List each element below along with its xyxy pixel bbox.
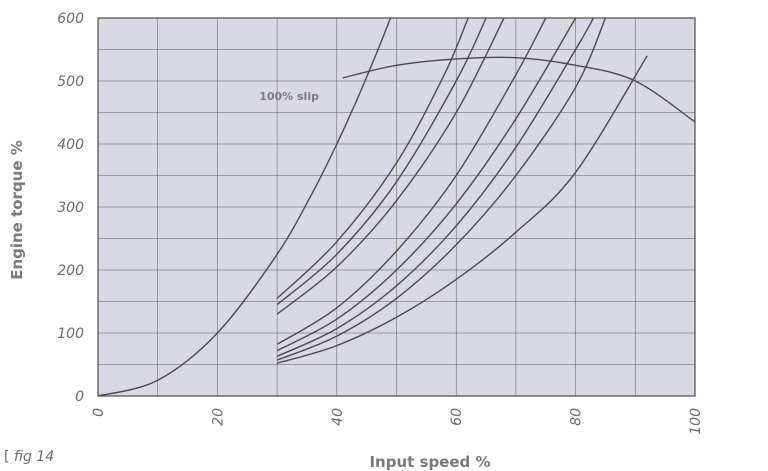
curve-10 — [276, 55, 648, 364]
y-tick-label: 600 — [57, 11, 84, 27]
curve-9 — [276, 17, 607, 361]
x-tick-label: 100 — [688, 408, 704, 435]
y-tick-label: 300 — [57, 200, 84, 216]
y-tick-label: 100 — [57, 326, 84, 342]
y-axis-title: Engine torque % — [8, 140, 26, 280]
annotation-label: 100% slip — [259, 90, 319, 103]
x-tick-label: 40 — [330, 408, 346, 426]
curve-7 — [276, 17, 577, 352]
x-tick-label: 60 — [449, 408, 465, 426]
curve-4 — [276, 17, 487, 306]
x-tick-label: 80 — [569, 408, 585, 426]
curve-8 — [276, 17, 595, 357]
figure-label: [ fig 14 — [4, 449, 54, 465]
curve-2 — [342, 56, 696, 123]
y-tick-label: 200 — [57, 263, 84, 279]
figure-label-text: fig 14 — [13, 449, 55, 465]
curve-1 — [97, 17, 392, 397]
curve-5 — [276, 17, 505, 315]
y-tick-label: 0 — [75, 389, 84, 405]
x-tick-label: 0 — [91, 408, 107, 417]
figure-label-bracket: [ — [4, 449, 10, 465]
curve-6 — [276, 17, 547, 345]
y-tick-label: 400 — [57, 137, 84, 153]
x-tick-label: 20 — [210, 408, 226, 426]
plot-frame — [97, 17, 696, 397]
y-tick-label: 500 — [57, 74, 84, 90]
curve-3 — [276, 17, 469, 299]
x-axis-title: Input speed % — [369, 453, 490, 471]
